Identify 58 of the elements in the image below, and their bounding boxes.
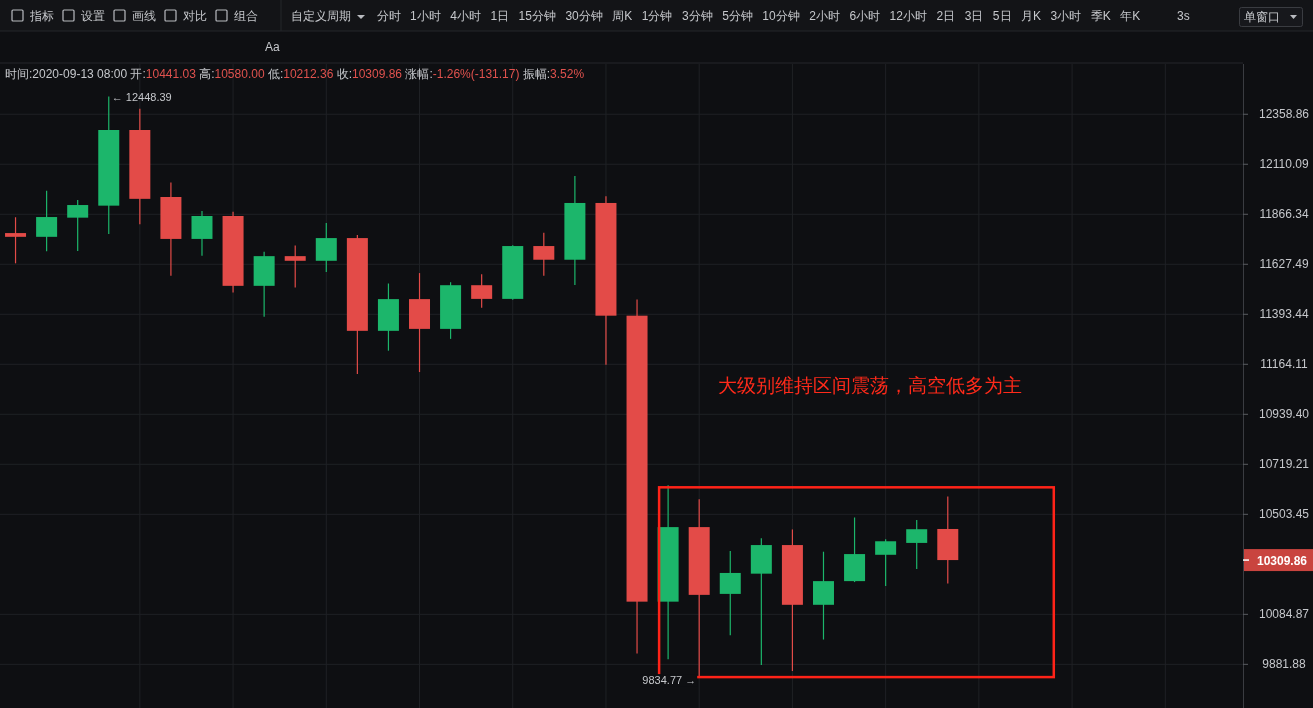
y-tick-label: 11627.49 [1259,257,1309,272]
candlestick [812,551,834,641]
y-tick-label: 10503.45 [1258,507,1310,522]
text: 2小时 [809,9,840,23]
text: 3分钟 [681,9,713,23]
text: 6小时 [849,9,881,23]
text: 年K [1120,9,1141,23]
text: 10分钟 [762,9,800,23]
y-tick-label: 12110.09 [1259,157,1309,172]
text: 自定义周期 [291,9,351,23]
y-tick-label: 10084.87 [1258,607,1310,622]
y-tick-label: 10309.86 [1256,553,1308,568]
candlestick [719,550,741,636]
y-tick-label: 11866.34 [1259,207,1309,222]
text: 3s [1177,9,1190,23]
text: 月K [1021,9,1042,23]
text: 对比 [183,9,207,23]
candlestick [36,190,58,252]
text: 3小时 [1050,9,1082,23]
candlestick [906,519,928,570]
y-tick-label: 10719.21 [1258,457,1310,472]
text: 分时 [376,9,401,23]
text: 15分钟 [518,9,556,23]
annotation: 大级别维持区间震荡，高空低多为主 [718,375,1022,396]
text: 4小时 [450,9,481,23]
text: 5分钟 [722,9,753,23]
y-tick-label: 12358.86 [1258,107,1310,122]
text: 时间:2020-09-13 08:00 开:10441.03 高:10580.00 低:10212.36 收:10309.86 涨幅:-1.26%(-131.17) 振幅:3.52% [5,67,585,81]
text: 单窗口 [1244,10,1280,24]
candlestick [67,199,89,252]
y-tick-label: 11164.11 [1260,357,1309,372]
candlestick [471,273,493,309]
text: Aa [265,40,280,54]
y-tick-label: 10939.40 [1258,407,1310,422]
y-tick-label: 11393.44 [1259,307,1309,322]
candlestick [875,538,897,587]
text: 12小时 [889,9,927,23]
text: 1分钟 [641,9,673,23]
candlestick [533,232,555,277]
text: 周K [612,9,633,23]
text: 2日 [936,9,956,23]
text: 指标 [29,9,54,23]
text: 5日 [992,9,1012,23]
text: 组合 [234,9,258,23]
text: 季K [1090,9,1111,23]
candlestick [315,222,337,273]
y-tick-label: 9881.88 [1262,657,1307,672]
text: 3日 [964,9,984,23]
candlestick [5,216,27,264]
text: 设置 [81,9,105,23]
text: 1日 [490,9,510,23]
annotation: 9834.77 → [642,674,697,687]
text: 画线 [132,9,156,23]
candlestick [284,244,306,289]
text: 1小时 [410,9,441,23]
text: 30分钟 [565,9,603,23]
annotation: ← 12448.39 [111,90,172,103]
candlestick [191,210,213,257]
